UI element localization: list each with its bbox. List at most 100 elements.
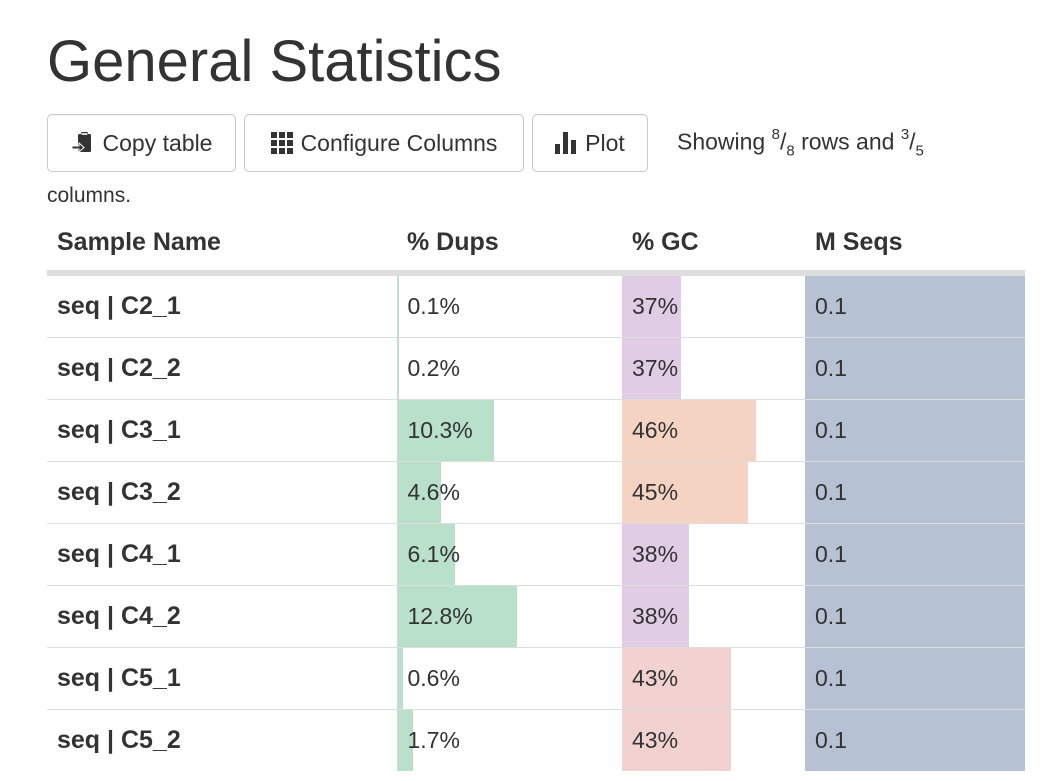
dups-bar — [397, 524, 455, 585]
grid-icon — [270, 132, 293, 154]
gc-value: 38% — [632, 603, 679, 629]
gc-value: 37% — [632, 293, 679, 319]
table-row: seq | C5_1 0.6% 43% 0.1 — [47, 647, 1025, 710]
dups-cell: 0.2% — [396, 337, 622, 400]
m-seqs-cell: 0.1 — [805, 461, 1025, 524]
sample-name-cell: seq | C2_2 — [47, 337, 397, 400]
gc-cell: 43% — [622, 709, 805, 771]
m-seqs-cell: 0.1 — [805, 647, 1025, 710]
gc-value: 46% — [632, 417, 679, 443]
sample-name-cell: seq | C5_1 — [47, 647, 397, 710]
header-dups[interactable]: % Dups — [397, 214, 622, 276]
table-header-row: Sample Name % Dups % GC M Seqs — [47, 214, 1025, 276]
header-gc[interactable]: % GC — [622, 214, 805, 276]
gc-bar — [622, 400, 757, 461]
dups-value: 6.1% — [407, 541, 460, 567]
plot-button[interactable]: Plot — [532, 114, 648, 172]
dups-value: 0.2% — [407, 355, 460, 381]
copy-table-button[interactable]: Copy table — [47, 114, 236, 172]
table-row: seq | C2_1 0.1% 37% 0.1 — [47, 272, 1025, 338]
table-row: seq | C2_2 0.2% 37% 0.1 — [47, 337, 1025, 400]
m-seqs-value: 0.1 — [815, 417, 847, 443]
m-seqs-cell: 0.1 — [805, 272, 1025, 338]
gc-bar — [622, 648, 732, 709]
gc-cell: 37% — [622, 272, 805, 338]
gc-bar — [622, 524, 690, 585]
table-row: seq | C5_2 1.7% 43% 0.1 — [47, 709, 1025, 771]
dups-bar — [397, 338, 400, 399]
plot-label: Plot — [585, 129, 625, 156]
dups-bar — [397, 462, 441, 523]
m-seqs-value: 0.1 — [815, 293, 847, 319]
dups-value: 0.1% — [407, 293, 460, 319]
showing-prefix: Showing — [677, 128, 772, 155]
page-title: General Statistics — [47, 29, 502, 94]
dups-bar — [397, 586, 518, 647]
m-seqs-bar — [805, 400, 1025, 461]
dups-cell: 12.8% — [396, 585, 622, 648]
m-seqs-cell: 0.1 — [805, 399, 1025, 462]
sample-name-cell: seq | C3_2 — [47, 461, 397, 524]
dups-value: 12.8% — [407, 603, 473, 629]
gc-value: 43% — [632, 727, 679, 753]
gc-cell: 38% — [622, 523, 805, 586]
table-row: seq | C4_1 6.1% 38% 0.1 — [47, 523, 1025, 586]
dups-bar — [397, 400, 494, 461]
sample-name-cell: seq | C3_1 — [47, 399, 397, 462]
dups-bar — [397, 710, 414, 771]
gc-value: 45% — [632, 479, 679, 505]
cols-total: 5 — [915, 142, 924, 160]
m-seqs-bar — [805, 524, 1025, 585]
general-stats-table: Sample Name % Dups % GC M Seqs seq | C2_… — [47, 214, 1025, 771]
configure-columns-button[interactable]: Configure Columns — [244, 114, 524, 172]
table-row: seq | C4_2 12.8% 38% 0.1 — [47, 585, 1025, 648]
showing-summary: Showing 8/8 rows and 3/5 — [677, 126, 924, 160]
header-m-seqs[interactable]: M Seqs — [805, 214, 1025, 276]
sample-name-cell: seq | C4_2 — [47, 585, 397, 648]
columns-word: columns. — [47, 184, 132, 207]
table-row: seq | C3_1 10.3% 46% 0.1 — [47, 399, 1025, 462]
sample-name-cell: seq | C4_1 — [47, 523, 397, 586]
gc-bar — [622, 586, 690, 647]
gc-value: 37% — [632, 355, 679, 381]
dups-cell: 0.6% — [396, 647, 622, 710]
m-seqs-bar — [805, 462, 1025, 523]
dups-cell: 10.3% — [396, 399, 622, 462]
configure-columns-label: Configure Columns — [300, 129, 498, 156]
m-seqs-cell: 0.1 — [805, 523, 1025, 586]
table-row: seq | C3_2 4.6% 45% 0.1 — [47, 461, 1025, 524]
cols-shown: 3 — [900, 126, 910, 143]
rows-total: 8 — [786, 142, 795, 160]
gc-value: 43% — [632, 665, 679, 691]
m-seqs-value: 0.1 — [815, 727, 847, 753]
gc-value: 38% — [632, 541, 679, 567]
m-seqs-value: 0.1 — [815, 541, 847, 567]
m-seqs-cell: 0.1 — [805, 709, 1025, 771]
m-seqs-bar — [805, 710, 1025, 771]
m-seqs-bar — [805, 586, 1025, 647]
dups-cell: 6.1% — [396, 523, 622, 586]
m-seqs-value: 0.1 — [815, 479, 847, 505]
m-seqs-value: 0.1 — [815, 603, 847, 629]
copy-table-label: Copy table — [102, 129, 213, 156]
gc-cell: 45% — [622, 461, 805, 524]
bar-chart-icon — [555, 132, 577, 154]
sample-name-cell: seq | C2_1 — [47, 272, 397, 338]
m-seqs-bar — [805, 648, 1025, 709]
header-sample-name[interactable]: Sample Name — [47, 214, 397, 276]
gc-cell: 37% — [622, 337, 805, 400]
sample-name-cell: seq | C5_2 — [47, 709, 397, 771]
dups-cell: 1.7% — [396, 709, 622, 771]
rows-word: rows and — [794, 128, 901, 155]
dups-value: 10.3% — [407, 417, 473, 443]
dups-value: 0.6% — [407, 665, 460, 691]
gc-bar — [622, 276, 681, 337]
dups-cell: 4.6% — [396, 461, 622, 524]
gc-cell: 43% — [622, 647, 805, 710]
dups-bar — [397, 648, 404, 709]
m-seqs-value: 0.1 — [815, 355, 847, 381]
m-seqs-value: 0.1 — [815, 665, 847, 691]
gc-bar — [622, 338, 681, 399]
dups-bar — [397, 276, 399, 337]
